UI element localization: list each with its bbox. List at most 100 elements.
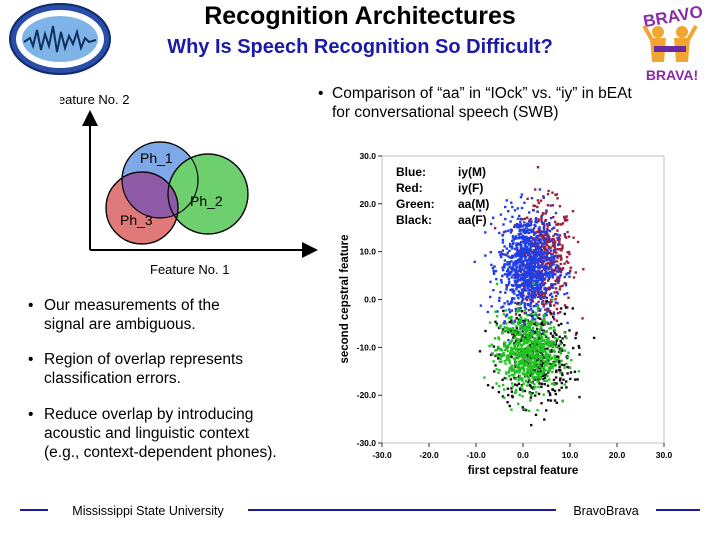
scatter-point <box>528 313 531 317</box>
scatter-point <box>524 280 528 283</box>
scatter-point <box>542 283 546 286</box>
scatter-point <box>539 377 542 380</box>
scatter-point <box>519 257 522 260</box>
scatter-point <box>537 377 540 381</box>
scatter-point <box>508 260 512 264</box>
scatter-point <box>534 357 537 360</box>
scatter-point <box>521 234 524 237</box>
scatter-point <box>536 350 539 353</box>
scatter-point <box>561 349 564 352</box>
scatter-point <box>535 361 538 365</box>
scatter-point <box>534 220 537 223</box>
scatter-point <box>512 357 516 360</box>
scatter-point <box>561 246 564 249</box>
scatter-point <box>509 256 512 259</box>
scatter-point <box>535 391 538 394</box>
scatter-point <box>520 300 524 303</box>
scatter-point <box>521 388 524 391</box>
scatter-point <box>536 199 540 202</box>
scatter-point <box>534 258 537 261</box>
scatter-point <box>551 276 555 279</box>
scatter-point <box>526 245 529 249</box>
scatter-point <box>536 205 539 209</box>
scatter-point <box>514 255 518 258</box>
x-tick-label: 0.0 <box>517 450 529 460</box>
scatter-point <box>555 251 558 254</box>
scatter-point <box>529 360 532 363</box>
scatter-point <box>547 390 550 393</box>
scatter-point <box>566 355 569 359</box>
scatter-point <box>563 366 566 369</box>
scatter-point <box>547 245 550 248</box>
scatter-point <box>543 236 546 240</box>
scatter-point <box>490 343 493 346</box>
scatter-point <box>537 380 540 383</box>
scatter-point <box>550 286 553 289</box>
scatter-point <box>537 300 540 304</box>
scatter-point <box>529 240 532 243</box>
scatter-point <box>531 367 534 370</box>
scatter-point <box>548 229 552 233</box>
scatter-point <box>549 326 553 330</box>
scatter-point <box>560 268 564 271</box>
scatter-point <box>517 333 521 336</box>
scatter-point <box>537 218 540 221</box>
scatter-point <box>518 321 521 325</box>
scatter-point <box>564 284 568 287</box>
scatter-point <box>538 258 541 261</box>
scatter-point <box>508 311 512 314</box>
scatter-point <box>537 267 540 270</box>
scatter-point <box>539 341 542 344</box>
scatter-point <box>507 283 510 287</box>
scatter-point <box>525 325 528 328</box>
scatter-point <box>519 232 522 235</box>
scatter-point <box>523 352 527 356</box>
scatter-point <box>492 289 495 292</box>
scatter-point <box>534 365 537 369</box>
scatter-point <box>519 325 522 328</box>
scatter-point <box>533 376 536 379</box>
scatter-point <box>528 303 531 307</box>
scatter-point <box>504 230 507 233</box>
scatter-point <box>528 281 531 284</box>
scatter-point <box>523 252 527 256</box>
scatter-point <box>506 327 509 330</box>
x-tick-label: -30.0 <box>372 450 392 460</box>
scatter-point <box>567 261 570 264</box>
scatter-point <box>523 286 526 290</box>
scatter-point <box>581 317 584 320</box>
scatter-point <box>517 233 520 236</box>
scatter-point <box>516 246 519 250</box>
scatter-point <box>574 378 577 381</box>
scatter-point <box>526 269 530 272</box>
scatter-point <box>507 229 510 232</box>
scatter-point <box>530 281 533 284</box>
scatter-point <box>536 285 540 288</box>
scatter-point <box>513 297 516 300</box>
scatter-point <box>540 339 543 342</box>
scatter-point <box>535 315 539 318</box>
scatter-point <box>566 272 570 275</box>
scatter-point <box>501 252 504 256</box>
scatter-point <box>545 409 548 412</box>
scatter-point <box>542 221 545 225</box>
scatter-point <box>512 238 515 241</box>
scatter-point <box>530 244 533 248</box>
scatter-point <box>539 291 542 294</box>
scatter-point <box>503 273 507 276</box>
scatter-point <box>501 352 504 356</box>
scatter-point <box>525 230 529 234</box>
scatter-point <box>547 247 550 250</box>
scatter-point <box>527 377 530 380</box>
scatter-point <box>549 216 553 220</box>
scatter-point <box>553 246 557 249</box>
scatter-point <box>529 366 532 370</box>
scatter-point <box>557 357 560 361</box>
scatter-point <box>553 220 557 224</box>
svg-text:BRAVA!: BRAVA! <box>646 67 698 83</box>
scatter-point <box>515 371 518 374</box>
scatter-point <box>535 314 538 317</box>
scatter-point <box>523 351 526 354</box>
ph1-label: Ph_1 <box>140 150 173 166</box>
scatter-point <box>491 353 494 356</box>
